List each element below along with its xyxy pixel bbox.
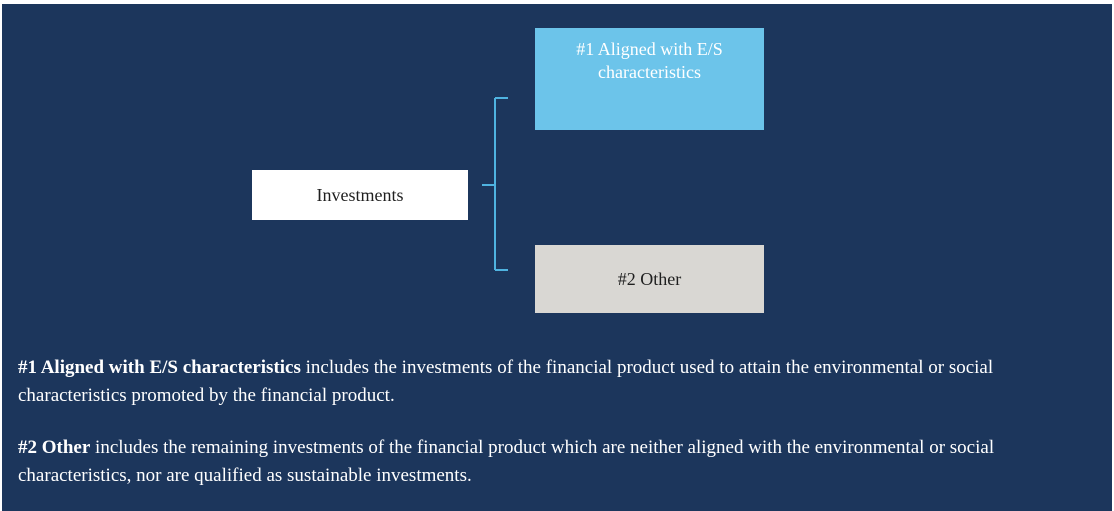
note-term: #1 Aligned with E/S characteristics [18,357,301,378]
node-other: #2 Other [535,245,764,313]
node-investments: Investments [252,170,468,220]
note-text: includes the investments of the financia… [18,357,994,406]
note: #2 Other includes the remaining investme… [18,434,1078,489]
note: #1 Aligned with E/S characteristics incl… [18,354,1078,409]
note-term: #2 Other [18,437,91,458]
note-text: includes the remaining investments of th… [18,437,995,486]
node-label: Investments [316,184,404,205]
node-label: #1 Aligned with E/S characteristics [576,39,723,82]
connector [482,97,508,271]
node-aligned: #1 Aligned with E/S characteristics [535,28,764,130]
node-label: #2 Other [617,268,682,289]
diagram-panel: Investments #1 Aligned with E/S characte… [2,4,1112,511]
